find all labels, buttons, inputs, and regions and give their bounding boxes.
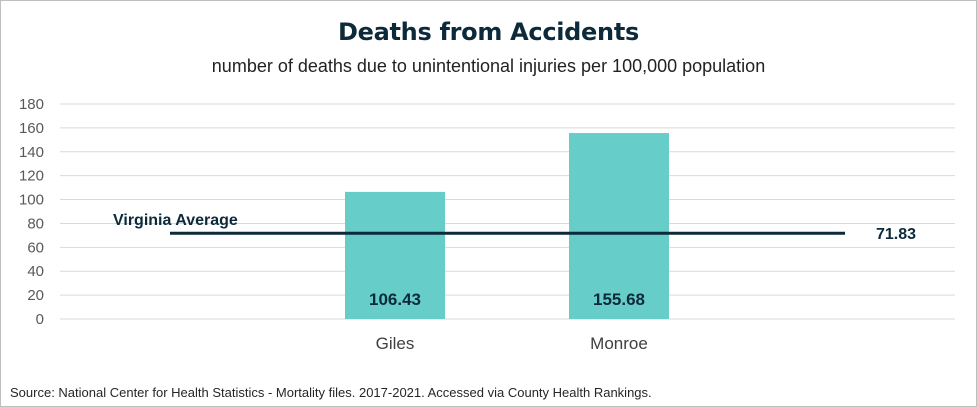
y-tick-label: 20 [27,287,44,304]
chart-title: Deaths from Accidents [338,18,639,46]
bars [345,133,669,319]
y-tick-label: 160 [19,120,44,137]
reference-line-value: 71.83 [876,226,916,243]
data-label-giles: 106.43 [369,290,421,309]
gridlines [60,103,955,320]
y-tick-label: 100 [19,192,44,209]
reference-line-label: Virginia Average [113,212,238,229]
y-tick-label: 140 [19,144,44,161]
category-labels: Giles Monroe [376,334,648,353]
y-tick-label: 40 [27,263,44,280]
y-tick-label: 120 [19,168,44,185]
category-label-monroe: Monroe [590,334,648,353]
category-label-giles: Giles [376,334,415,353]
y-tick-label: 80 [27,215,44,232]
chart-subtitle: number of deaths due to unintentional in… [211,56,766,76]
y-axis-ticks: 0 20 40 60 80 100 120 140 160 180 [19,96,44,328]
data-labels: 106.43 155.68 [369,290,645,309]
bar-giles [345,191,445,319]
source-note: Source: National Center for Health Stati… [10,385,652,400]
data-label-monroe: 155.68 [593,290,645,309]
bar-monroe [569,133,669,319]
y-tick-label: 60 [27,239,44,256]
y-tick-label: 180 [19,96,44,113]
y-tick-label: 0 [36,311,44,328]
